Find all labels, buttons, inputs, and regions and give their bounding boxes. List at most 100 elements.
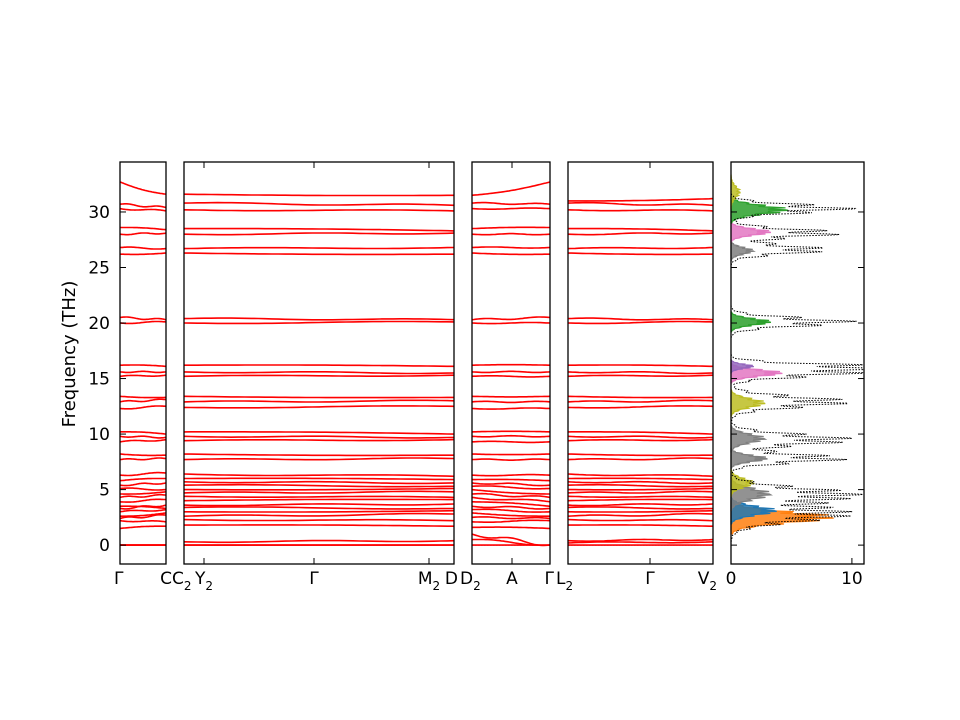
band-line [471, 207, 550, 210]
band-line [119, 435, 167, 439]
x-tick-label-subscript: 2 [473, 579, 481, 593]
x-tick-label: C2 [172, 569, 192, 593]
band-line [120, 252, 166, 256]
x-tick-label-main: M [418, 569, 433, 589]
band-line [567, 320, 714, 325]
band-line [183, 374, 455, 378]
band-line [471, 321, 551, 325]
panel-2: C2 Y2 Γ M2 D [172, 161, 458, 593]
band-line [567, 498, 713, 502]
dos-partial-curve [730, 447, 768, 470]
band-line [567, 503, 714, 507]
x-tick-label-subscript: 2 [709, 579, 717, 593]
dos-partial-curve [730, 388, 766, 417]
band-line [120, 471, 166, 477]
dos-x-tick-label-main: 10 [841, 569, 863, 589]
x-tick-label: L2 [556, 569, 573, 593]
x-tick-label: D [445, 569, 458, 589]
band-line [119, 505, 167, 510]
band-line [567, 495, 714, 499]
band-line [472, 478, 551, 482]
band-line [119, 482, 167, 487]
band-line [568, 197, 714, 202]
band-line [183, 518, 455, 522]
band-line [471, 375, 551, 378]
band-line [120, 491, 167, 495]
band-line [567, 371, 714, 375]
panel-frame [119, 161, 167, 565]
y-tick-label-10: 10 [88, 425, 110, 445]
band-line [471, 485, 551, 490]
band-line [567, 232, 714, 236]
band-line [183, 506, 455, 510]
band-line [183, 232, 455, 236]
x-tick-label: A [506, 569, 518, 589]
band-line [183, 495, 455, 499]
band-line [184, 509, 455, 513]
x-tick-label: M2 [418, 569, 440, 593]
x-tick-label-main: C [172, 569, 184, 589]
band-line [183, 473, 455, 478]
band-line [119, 431, 167, 435]
band-line [471, 533, 551, 547]
band-line [567, 201, 714, 207]
band-line [119, 246, 167, 250]
band-line [568, 477, 714, 481]
band-line [183, 435, 455, 439]
band-line [119, 395, 166, 399]
dos-x-tick-label: 10 [841, 569, 863, 589]
band-line [119, 207, 167, 212]
x-tick-label-main: C [160, 569, 172, 589]
band-line [567, 483, 713, 488]
band-line [119, 181, 167, 195]
band-line [119, 477, 166, 482]
band-line [183, 246, 455, 250]
band-line [471, 526, 551, 530]
band-line [119, 316, 167, 321]
band-line [471, 232, 551, 236]
band-line [119, 374, 167, 378]
dos-partial-curve [730, 174, 742, 210]
band-line [568, 524, 713, 527]
panel-3: D2 A Γ [460, 161, 555, 593]
band-line [119, 203, 167, 209]
dos-partial-curve [730, 195, 789, 224]
y-tick-label-30: 30 [88, 203, 110, 223]
band-line [119, 519, 167, 523]
band-line [183, 320, 455, 325]
band-line [471, 458, 551, 461]
band-line [183, 209, 455, 212]
band-line [184, 453, 454, 457]
x-tick-label-main: Γ [545, 569, 555, 589]
band-line [567, 431, 714, 435]
band-line [567, 457, 714, 461]
band-line [567, 435, 714, 439]
x-tick-label-main: D [460, 569, 473, 589]
band-line [471, 400, 551, 404]
band-line [183, 371, 455, 375]
band-line [183, 503, 455, 507]
band-line [567, 246, 714, 250]
panel-frame [567, 161, 714, 565]
band-line [183, 457, 455, 461]
band-line [119, 232, 167, 236]
band-line [567, 518, 714, 522]
band-line [567, 538, 714, 542]
band-line [471, 246, 551, 249]
band-line [119, 398, 167, 403]
band-line [472, 363, 550, 366]
band-line [471, 316, 551, 321]
band-line [183, 438, 455, 442]
y-tick-label-15: 15 [88, 370, 110, 390]
x-tick-label: D2 [460, 569, 481, 593]
band-line [119, 525, 166, 530]
band-line [120, 453, 166, 457]
band-line [567, 374, 714, 378]
x-tick-label-subscript: 2 [184, 579, 192, 593]
band-line [183, 498, 454, 502]
band-line [472, 501, 551, 508]
band-line [119, 370, 167, 374]
panel-4: L2 Γ V2 [556, 161, 717, 593]
x-tick-label-main: L [556, 569, 566, 589]
